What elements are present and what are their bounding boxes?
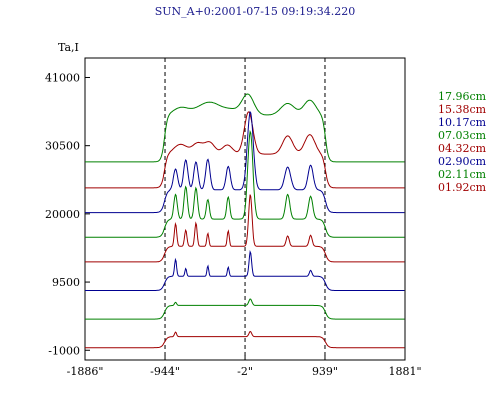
- legend-item: 04.32cm: [438, 142, 487, 155]
- x-tick-label: 939": [312, 365, 338, 378]
- chart-title: SUN_A+0:2001-07-15 09:19:34.220: [155, 5, 356, 18]
- y-tick-group: 41000 30500 20000 9500 -1000: [45, 71, 90, 357]
- legend-item: 02.11cm: [438, 168, 487, 181]
- y-tick-label: 20000: [45, 208, 80, 221]
- series-line: [85, 129, 405, 238]
- y-axis-label: Ta,I: [58, 41, 79, 54]
- legend-item: 15.38cm: [438, 103, 487, 116]
- x-tick-label: -2": [237, 365, 253, 378]
- y-tick-label: 30500: [45, 140, 80, 153]
- x-tick-label: -944": [150, 365, 180, 378]
- y-tick-label: 41000: [45, 71, 80, 84]
- legend-item: 01.92cm: [438, 181, 487, 194]
- legend-item: 07.03cm: [438, 129, 487, 142]
- y-tick-label: 9500: [52, 276, 80, 289]
- y-tick-label: -1000: [48, 344, 80, 357]
- series-group: [85, 93, 405, 349]
- series-line: [85, 110, 405, 214]
- legend-item: 10.17cm: [438, 116, 487, 129]
- legend-item: 02.90cm: [438, 155, 487, 168]
- series-line: [85, 298, 405, 320]
- series-line: [85, 111, 405, 189]
- legend: 17.96cm 15.38cm 10.17cm 07.03cm 04.32cm 02.90…: [438, 90, 486, 194]
- series-line: [85, 249, 405, 291]
- x-tick-label: 1881": [388, 365, 421, 378]
- series-line: [85, 93, 405, 163]
- legend-item: 17.96cm: [438, 90, 487, 103]
- x-tick-label: -1886": [67, 365, 104, 378]
- series-line: [85, 330, 405, 349]
- series-line: [85, 194, 405, 263]
- x-tick-group: -1886" -944" -2" 939" 1881": [67, 355, 422, 378]
